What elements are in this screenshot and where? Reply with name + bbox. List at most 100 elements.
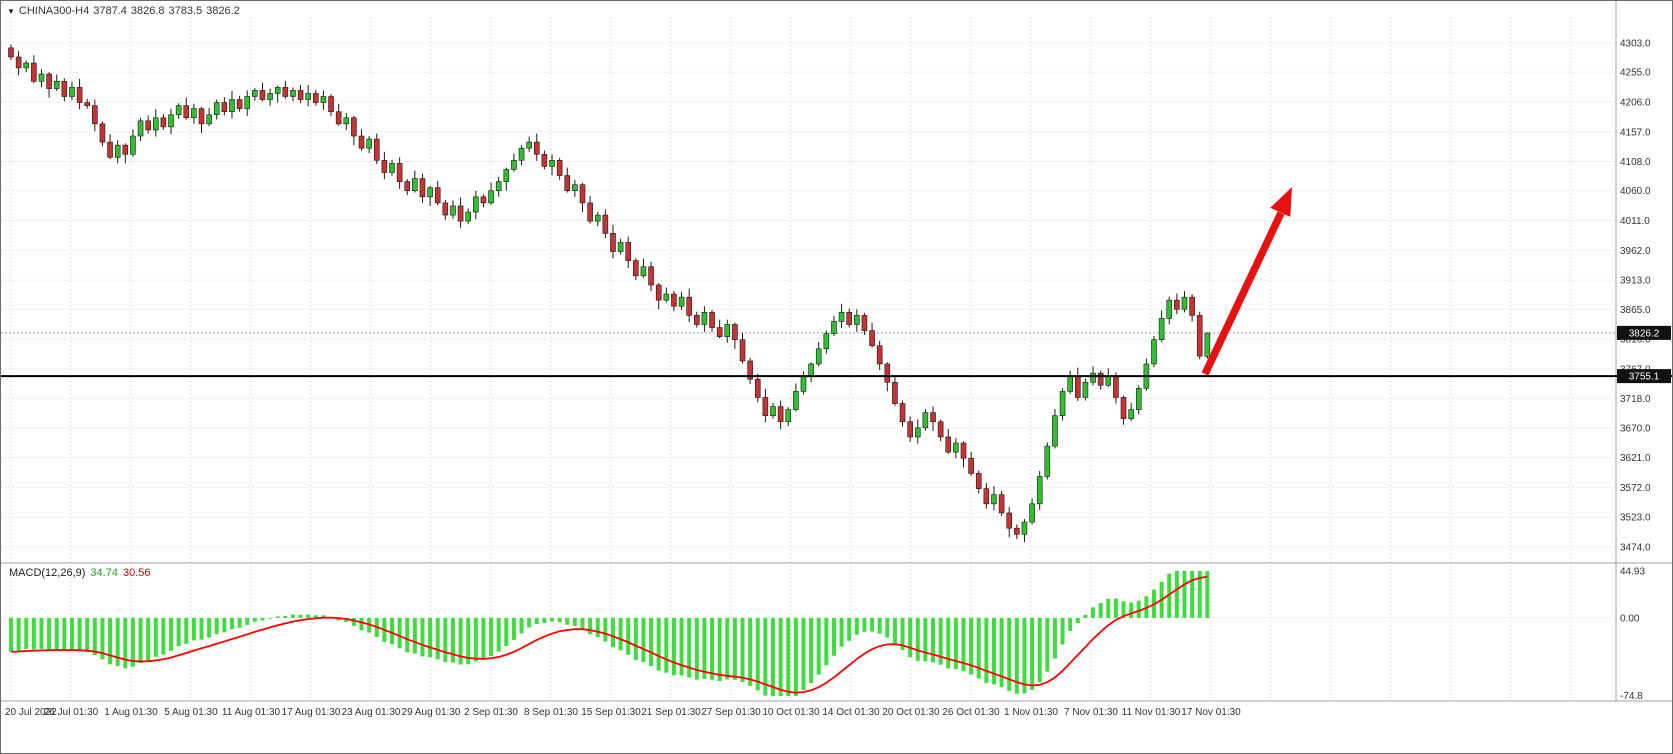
candle-bullish [244, 96, 251, 109]
price-tick-label: 3718.0 [1620, 394, 1651, 405]
candle-bearish [930, 412, 936, 423]
candle-bullish [69, 87, 75, 97]
candle-bearish [183, 105, 190, 119]
candle-bullish [663, 293, 670, 301]
candle-bearish [122, 144, 129, 155]
candle-bullish [38, 73, 45, 82]
candle-bullish [1082, 381, 1089, 398]
candle-bullish [785, 409, 792, 423]
candle-bullish [991, 494, 997, 505]
chart-header: ▼ CHINA300-H4 3787.4 3826.8 3783.5 3826.2 [7, 5, 244, 17]
candle-bearish [1075, 375, 1081, 398]
trend-arrow-shaft[interactable] [1201, 211, 1285, 376]
trend-arrow[interactable] [1201, 187, 1292, 376]
time-tick-label: 5 Aug 01:30 [164, 707, 218, 718]
candle-bearish [381, 160, 388, 173]
candle-bullish [137, 120, 144, 137]
time-tick-label: 14 Oct 01:30 [822, 707, 880, 718]
candle-bearish [335, 111, 342, 125]
candle-bullish [168, 114, 174, 128]
candle-bullish [1158, 318, 1165, 340]
candle-bullish [815, 348, 822, 365]
price-tick-label: 3865.0 [1620, 305, 1651, 316]
candle-bearish [610, 232, 616, 252]
candle-bearish [633, 260, 639, 277]
candle-bearish [1006, 512, 1013, 529]
candle-bullish [1181, 296, 1188, 310]
candle-bullish [1044, 445, 1051, 477]
time-tick-label: 15 Sep 01:30 [581, 707, 641, 718]
candle-bullish [229, 99, 235, 112]
candle-bearish [259, 90, 266, 100]
candle-bullish [267, 93, 273, 100]
time-tick-label: 27 Sep 01:30 [701, 707, 761, 718]
close-value: 3826.2 [206, 5, 240, 17]
candle-bullish [274, 87, 281, 94]
macd-tick-label: 44.93 [1620, 567, 1645, 578]
candle-bearish [671, 293, 677, 307]
candle-bullish [503, 169, 510, 182]
candle-bullish [640, 266, 647, 277]
price-tick-label: 3572.0 [1620, 483, 1651, 494]
candle-bearish [892, 381, 898, 404]
candle-bullish [427, 187, 433, 198]
candle-bullish [175, 105, 182, 116]
time-tick-label: 1 Aug 01:30 [104, 707, 158, 718]
candle-bullish [823, 333, 830, 350]
candle-bearish [709, 312, 715, 328]
time-tick-label: 20 Jul 2022 [5, 707, 57, 718]
candle-bearish [846, 312, 853, 325]
candle-bearish [236, 99, 243, 109]
price-tick-label: 3816.0 [1620, 335, 1651, 346]
candle-bullish [1036, 476, 1043, 505]
price-tick-label: 3962.0 [1620, 246, 1651, 257]
price-tick-label: 3670.0 [1620, 423, 1651, 434]
candle-bearish [686, 296, 692, 316]
candle-bearish [457, 205, 464, 222]
time-tick-label: 11 Nov 01:30 [1122, 707, 1181, 718]
symbol-dropdown-icon[interactable]: ▼ [7, 7, 15, 16]
current-price-badge [1617, 325, 1671, 340]
candle-bearish [31, 62, 37, 82]
support-price-badge-label: 3755.1 [1629, 372, 1660, 383]
candle-bearish [373, 138, 380, 161]
time-tick-label: 17 Nov 01:30 [1181, 707, 1241, 718]
candle-bullish [1052, 415, 1058, 447]
candle-bearish [282, 87, 289, 97]
candle-bearish [1097, 372, 1104, 386]
time-tick-label: 23 Aug 01:30 [342, 707, 401, 718]
price-tick-label: 3621.0 [1620, 453, 1651, 464]
candle-bullish [1067, 375, 1073, 392]
candle-bearish [754, 378, 761, 398]
high-value: 3826.8 [130, 5, 165, 17]
price-tick-label: 4206.0 [1620, 97, 1651, 108]
candle-bearish [312, 93, 319, 103]
candle-bearish [328, 96, 334, 112]
time-tick-label: 29 Aug 01:30 [402, 707, 461, 718]
candle-bullish [465, 211, 472, 222]
candle-bullish [23, 62, 30, 69]
candle-bearish [876, 345, 883, 365]
candle-bullish [1135, 388, 1142, 410]
candle-bearish [968, 457, 974, 474]
candle-bearish [396, 163, 403, 182]
candle-bullish [953, 442, 959, 453]
candle-bearish [945, 436, 952, 453]
candle-bullish [366, 138, 372, 149]
candle-bearish [625, 242, 632, 261]
candle-bearish [907, 421, 913, 438]
macd-tick-label: 0.00 [1620, 613, 1640, 624]
candle-bullish [1105, 375, 1112, 386]
trend-arrow-head[interactable] [1270, 187, 1292, 217]
candle-bearish [587, 202, 593, 222]
candle-bearish [8, 47, 14, 58]
price-tick-label: 3474.0 [1620, 543, 1651, 554]
candle-bullish [1166, 299, 1173, 319]
candle-bearish [99, 123, 106, 143]
candle-bearish [579, 184, 586, 204]
candle-bullish [213, 102, 220, 116]
candle-bullish [320, 96, 327, 103]
candle-bullish [450, 205, 456, 216]
price-tick-label: 4011.0 [1620, 216, 1650, 227]
